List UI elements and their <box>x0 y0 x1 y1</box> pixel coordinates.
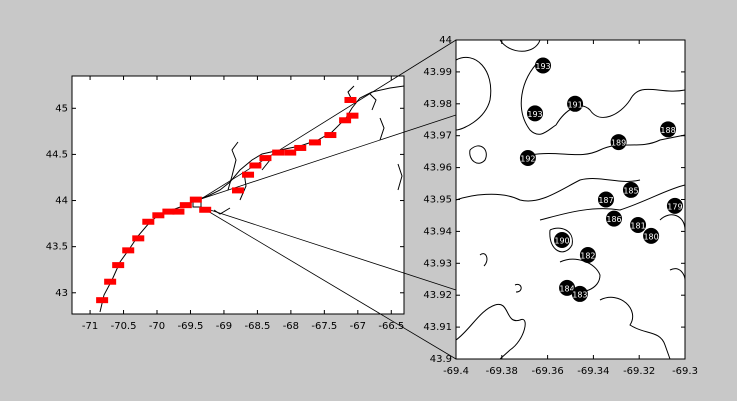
marker <box>519 150 536 167</box>
x-tick-label: -67 <box>350 321 366 332</box>
marker <box>527 105 544 122</box>
x-tick-label: -69.4 <box>443 366 469 377</box>
marker-label: 184 <box>559 284 574 293</box>
marker <box>559 279 576 296</box>
x-tick-label: -69.38 <box>486 366 518 377</box>
x-tick-label: -70.5 <box>111 321 137 332</box>
marker-label: 193 <box>527 110 542 119</box>
marker-label: 181 <box>630 222 645 231</box>
y-tick-label: 43.94 <box>423 226 452 237</box>
x-tick-label: -67.5 <box>311 321 337 332</box>
right-coastline <box>455 39 686 360</box>
y-tick-label: 43.92 <box>423 290 452 301</box>
y-tick-label: 43 <box>55 288 68 299</box>
marker <box>610 134 627 151</box>
x-tick-label: -68.5 <box>244 321 270 332</box>
red-point <box>96 297 109 304</box>
red-point <box>242 171 255 178</box>
marker-label: 192 <box>520 155 535 164</box>
marker-label: 190 <box>554 237 569 246</box>
marker-label: 191 <box>567 100 582 109</box>
marker-label: 187 <box>598 196 613 205</box>
red-point <box>284 149 297 156</box>
red-point <box>199 206 212 213</box>
red-point <box>339 117 352 124</box>
x-tick-label: -69 <box>216 321 232 332</box>
red-point <box>132 235 145 242</box>
x-tick-label: -70 <box>149 321 165 332</box>
marker <box>622 181 639 198</box>
marker <box>554 232 571 249</box>
marker-label: 183 <box>572 290 587 299</box>
red-point <box>232 187 244 194</box>
y-tick-label: 43.91 <box>423 322 452 333</box>
y-tick-label: 43.95 <box>423 195 452 206</box>
red-point <box>344 96 357 103</box>
red-point <box>172 208 185 215</box>
x-tick-label: -66.5 <box>378 321 404 332</box>
red-point <box>142 218 155 225</box>
y-tick-label: 44 <box>55 196 68 207</box>
x-tick-label: -69.36 <box>531 366 563 377</box>
y-tick-label: 43.99 <box>423 67 452 78</box>
red-point <box>152 212 165 219</box>
y-tick-label: 43.93 <box>423 258 452 269</box>
red-point <box>324 132 337 139</box>
y-tick-label: 43.5 <box>46 242 68 253</box>
marker <box>666 197 683 214</box>
red-point <box>272 149 285 156</box>
marker-label: 185 <box>623 186 638 195</box>
marker-label: 188 <box>660 126 675 135</box>
x-tick-label: -69.5 <box>178 321 204 332</box>
y-tick-label: 43.97 <box>423 131 452 142</box>
marker <box>630 217 647 234</box>
y-tick-label: 44 <box>439 35 452 46</box>
marker <box>579 247 596 264</box>
y-tick-label: 43.9 <box>430 354 452 365</box>
red-point <box>346 112 359 119</box>
marker-label: 180 <box>643 232 658 241</box>
marker <box>606 210 623 227</box>
y-tick-label: 44.5 <box>46 149 68 160</box>
y-tick-label: 43.98 <box>423 99 452 110</box>
red-point <box>104 278 117 285</box>
x-tick-label: -71 <box>82 321 98 332</box>
red-point <box>162 208 175 215</box>
marker-label: 182 <box>580 252 595 261</box>
x-tick-label: -68 <box>283 321 299 332</box>
left-coastline <box>99 85 405 313</box>
red-point <box>122 247 135 254</box>
marker-label: 186 <box>606 215 621 224</box>
x-tick-label: -69.32 <box>623 366 655 377</box>
marker <box>535 57 552 74</box>
left-axes <box>71 75 405 315</box>
red-point <box>179 202 192 209</box>
red-point <box>294 144 307 151</box>
marker <box>643 227 660 244</box>
marker <box>660 121 677 138</box>
y-tick-label: 43.96 <box>423 163 452 174</box>
y-tick-label: 45 <box>55 103 68 114</box>
x-tick-label: -69.3 <box>672 366 698 377</box>
red-point <box>189 196 202 203</box>
zoom-lines <box>200 39 457 360</box>
red-point <box>308 139 321 146</box>
marker <box>571 285 588 302</box>
x-tick-label: -69.34 <box>577 366 609 377</box>
marker-label: 189 <box>611 139 626 148</box>
marker <box>567 95 584 112</box>
red-point <box>112 262 125 269</box>
red-point <box>249 162 262 169</box>
marker-label: 193 <box>535 62 550 71</box>
marker <box>597 191 614 208</box>
marker-label: 179 <box>667 202 682 211</box>
red-point <box>259 155 272 162</box>
